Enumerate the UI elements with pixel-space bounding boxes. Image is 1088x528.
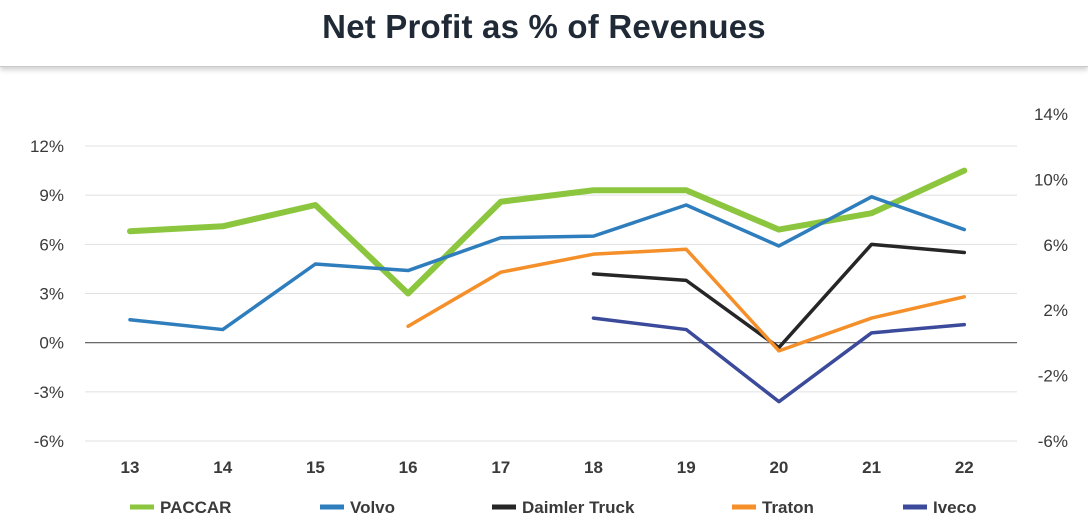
data-point — [684, 188, 688, 192]
y-left-tick-label: -3% — [34, 383, 64, 402]
data-point — [406, 324, 410, 328]
data-point — [499, 236, 503, 240]
data-point — [777, 400, 781, 404]
x-tick-label: 15 — [306, 458, 325, 477]
series-line — [591, 316, 967, 404]
data-point — [128, 229, 132, 233]
x-tick-label: 21 — [862, 458, 881, 477]
data-point — [499, 270, 503, 274]
data-point — [592, 252, 596, 256]
x-tick-label: 16 — [399, 458, 418, 477]
x-tick-label: 17 — [491, 458, 510, 477]
data-point — [592, 234, 596, 238]
data-point — [870, 242, 874, 246]
data-point — [962, 295, 966, 299]
legend-label: Iveco — [933, 498, 976, 517]
chart-title: Net Profit as % of Revenues — [322, 8, 766, 45]
data-point — [962, 169, 966, 173]
data-point — [406, 269, 410, 273]
data-point — [870, 331, 874, 335]
series-line — [128, 195, 967, 332]
series-line — [591, 242, 967, 350]
axis-layer: 12% 9% 6% 3% 0% -3% -6% 14% 10% 6% 2% -2% -6% 13 14 15 1… — [30, 105, 1068, 477]
data-point — [870, 195, 874, 199]
y-left-tick-label: 9% — [39, 186, 64, 205]
y-right-tick-label: 2% — [1043, 301, 1068, 320]
y-left-tick-label: -6% — [34, 432, 64, 451]
series-iveco — [591, 316, 967, 404]
data-point — [962, 251, 966, 255]
y-right-tick-label: 10% — [1034, 170, 1068, 189]
title-band — [0, 0, 1088, 67]
x-tick-label: 19 — [677, 458, 696, 477]
data-point — [592, 272, 596, 276]
data-point — [313, 262, 317, 266]
x-tick-label: 18 — [584, 458, 603, 477]
data-point — [962, 323, 966, 327]
data-point — [221, 328, 225, 332]
data-point — [499, 200, 503, 204]
series-line — [127, 167, 968, 297]
data-point — [406, 292, 410, 296]
series-traton — [406, 247, 967, 353]
x-tick-label: 22 — [955, 458, 974, 477]
y-right-tick-label: -2% — [1038, 367, 1068, 386]
legend-label: Volvo — [350, 498, 395, 517]
data-point — [777, 244, 781, 248]
legend-label: PACCAR — [160, 498, 231, 517]
data-point — [777, 349, 781, 353]
y-left-tick-label: 12% — [30, 137, 64, 156]
y-right-tick-label: 6% — [1043, 236, 1068, 255]
data-point — [592, 188, 596, 192]
y-left-tick-label: 3% — [39, 285, 64, 304]
y-left-tick-label: 6% — [39, 235, 64, 254]
x-tick-label: 13 — [121, 458, 140, 477]
y-right-tick-label: 14% — [1034, 105, 1068, 124]
grid-layer — [85, 145, 1017, 442]
data-point — [870, 316, 874, 320]
series-layer — [127, 167, 968, 404]
data-point — [128, 318, 132, 322]
data-point — [684, 278, 688, 282]
data-point — [221, 224, 225, 228]
data-point — [870, 211, 874, 215]
x-tick-label: 20 — [769, 458, 788, 477]
series-daimler-truck — [591, 242, 967, 350]
series-volvo — [128, 195, 967, 332]
legend-label: Daimler Truck — [522, 498, 635, 517]
y-left-tick-label: 0% — [39, 334, 64, 353]
data-point — [313, 203, 317, 207]
series-line — [406, 247, 967, 353]
x-tick-label: 14 — [213, 458, 232, 477]
data-point — [684, 328, 688, 332]
y-right-tick-label: -6% — [1038, 432, 1068, 451]
data-point — [962, 228, 966, 232]
legend: PACCAR Volvo Daimler Truck Traton Iveco — [130, 498, 976, 517]
data-point — [777, 228, 781, 232]
data-point — [592, 316, 596, 320]
data-point — [684, 203, 688, 207]
legend-label: Traton — [762, 498, 814, 517]
data-point — [684, 247, 688, 251]
